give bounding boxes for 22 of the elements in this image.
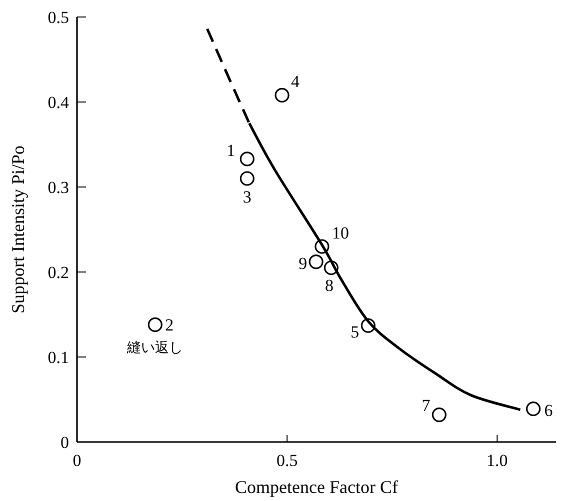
y-axis-title: Support Intensity Pi/Po: [8, 145, 28, 314]
y-tick-label: 0: [60, 433, 69, 452]
annotation: 9: [298, 254, 308, 273]
annotation: 8: [324, 276, 334, 295]
annotation: 5: [350, 322, 360, 342]
annotation: 1: [226, 140, 236, 160]
x-tick-label: 0: [72, 451, 82, 470]
annotation: 3: [242, 188, 252, 206]
x-tick-label: 1.0: [486, 451, 508, 470]
y-tick-label: 0.4: [48, 93, 70, 112]
annotation: 6: [544, 400, 553, 420]
x-axis-title: Competence Factor Cf: [235, 477, 398, 497]
y-tick-label: 0.1: [48, 348, 69, 367]
y-tick-label: 0.5: [48, 8, 69, 27]
y-tick-label: 0.2: [48, 263, 69, 282]
annotation: 7: [422, 396, 430, 415]
annotation: 2: [165, 316, 174, 335]
x-tick-label: 0.5: [276, 451, 298, 470]
annotation: 10: [332, 224, 349, 242]
annotation: 縫い返し: [127, 341, 183, 356]
y-tick-label: 0.3: [48, 178, 69, 197]
annotation: 4: [291, 72, 300, 92]
